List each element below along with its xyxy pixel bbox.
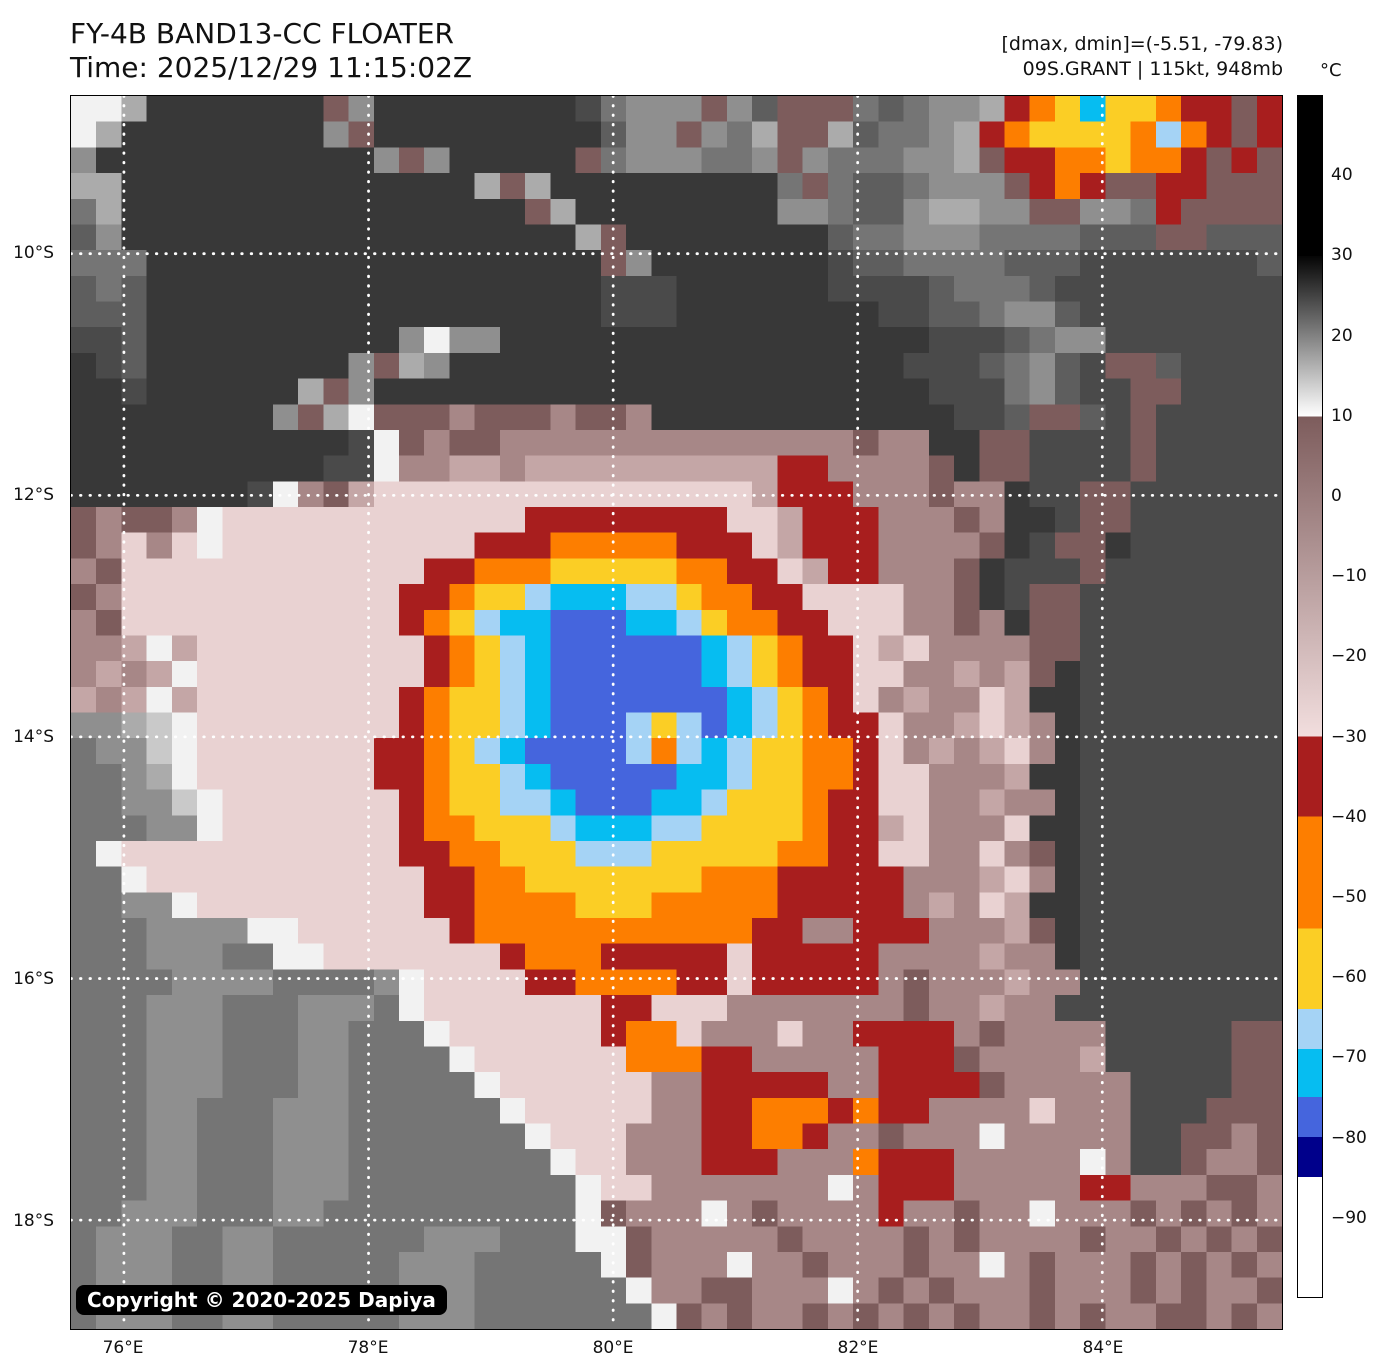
colorbar-tick-label: 30 (1331, 245, 1353, 266)
x-axis-label: 76°E (102, 1338, 144, 1358)
y-axis-label: 16°S (13, 969, 54, 989)
colorbar-unit-label: °C (1320, 60, 1342, 81)
gridlines-overlay (71, 96, 1282, 1329)
latitude-axis: 10°S 12°S 14°S 16°S 18°S (0, 95, 62, 1330)
x-axis-label: 84°E (1082, 1338, 1124, 1358)
colorbar-tick-label: 0 (1331, 486, 1342, 506)
colorbar-tick-label: 40 (1331, 165, 1353, 186)
colorbar-tick-label: −70 (1331, 1047, 1367, 1068)
x-axis-label: 82°E (837, 1338, 879, 1358)
colorbar-tick-label: −50 (1331, 887, 1367, 907)
y-axis-label: 12°S (13, 485, 54, 506)
x-axis-label: 80°E (592, 1338, 634, 1358)
copyright-badge: Copyright © 2020-2025 Dapiya (76, 1285, 447, 1315)
info-block: [dmax, dmin]=(-5.51, -79.83) 09S.GRANT |… (1002, 32, 1283, 82)
colorbar-tick-label: −20 (1331, 646, 1367, 667)
satellite-map: Copyright © 2020-2025 Dapiya (70, 95, 1283, 1330)
product-title: FY-4B BAND13-CC FLOATER (70, 17, 455, 50)
colorbar-tick-label: 20 (1331, 325, 1353, 346)
y-axis-label: 10°S (13, 242, 54, 263)
y-axis-label: 14°S (13, 726, 54, 747)
y-axis-label: 18°S (13, 1210, 54, 1231)
colorbar-tick-label: 10 (1331, 405, 1353, 426)
storm-intensity-readout: 09S.GRANT | 115kt, 948mb (1022, 58, 1283, 80)
colorbar-tick-label: −90 (1331, 1207, 1367, 1228)
colorbar (1297, 95, 1323, 1298)
satellite-canvas (71, 96, 1282, 1329)
colorbar-gradient (1298, 96, 1322, 1297)
colorbar-tick-label: −60 (1331, 967, 1367, 988)
dmax-dmin-readout: [dmax, dmin]=(-5.51, -79.83) (1001, 33, 1283, 55)
longitude-axis: 76°E 78°E 80°E 82°E 84°E (70, 1330, 1283, 1358)
product-time: Time: 2025/12/29 11:15:02Z (70, 51, 473, 84)
colorbar-tick-label: −30 (1331, 726, 1367, 747)
colorbar-tick-label: −40 (1331, 806, 1367, 827)
colorbar-tick-label: −10 (1331, 566, 1367, 587)
colorbar-tick-label: −80 (1331, 1127, 1367, 1148)
x-axis-label: 78°E (347, 1338, 389, 1358)
